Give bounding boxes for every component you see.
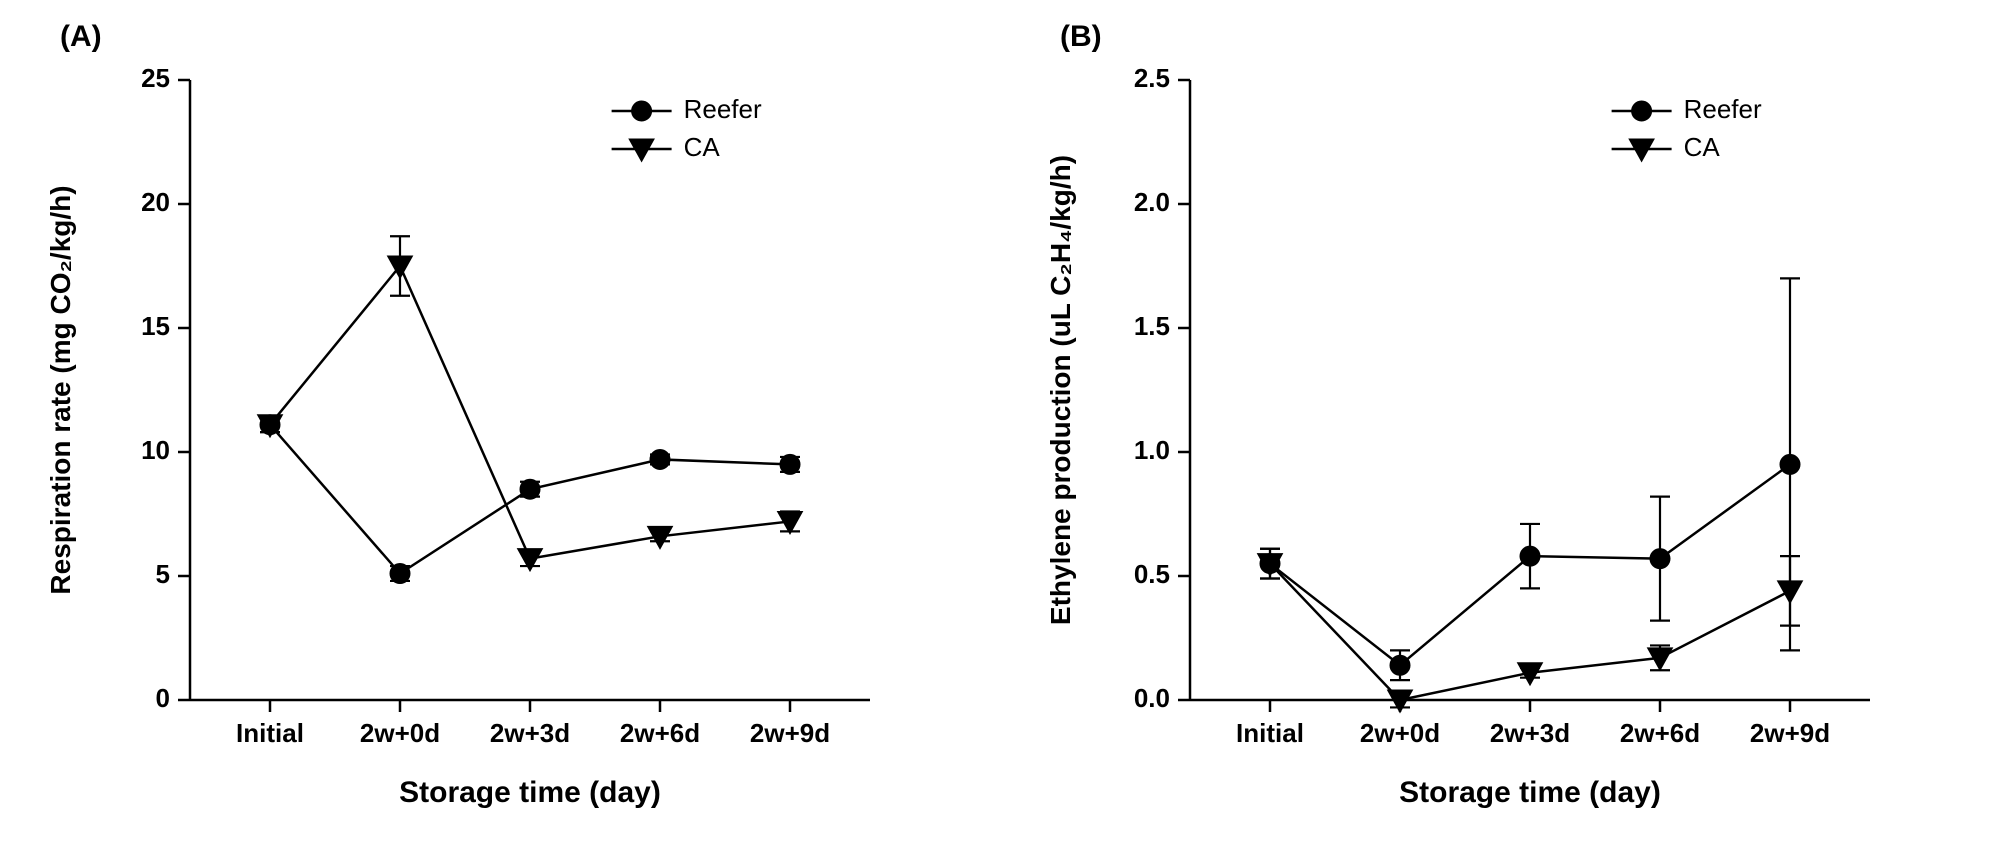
svg-text:Ethylene production (uL C₂H₄/k: Ethylene production (uL C₂H₄/kg/h) <box>1045 155 1076 625</box>
figure: (A) 0510152025Initial2w+0d2w+3d2w+6d2w+9… <box>0 0 2000 863</box>
svg-text:2w+3d: 2w+3d <box>1490 718 1570 748</box>
svg-text:0.0: 0.0 <box>1134 683 1170 713</box>
panel-B: (B) 0.00.51.01.52.02.5Initial2w+0d2w+3d2… <box>1000 0 2000 863</box>
svg-text:1.5: 1.5 <box>1134 311 1170 341</box>
svg-text:CA: CA <box>684 132 721 162</box>
svg-text:2w+0d: 2w+0d <box>1360 718 1440 748</box>
svg-text:10: 10 <box>141 435 170 465</box>
svg-text:CA: CA <box>1684 132 1721 162</box>
svg-text:15: 15 <box>141 311 170 341</box>
svg-text:Storage time (day): Storage time (day) <box>399 776 661 809</box>
svg-text:2w+6d: 2w+6d <box>620 718 700 748</box>
svg-text:5: 5 <box>156 559 170 589</box>
panel-A: (A) 0510152025Initial2w+0d2w+3d2w+6d2w+9… <box>0 0 1000 863</box>
svg-text:20: 20 <box>141 187 170 217</box>
svg-text:2w+9d: 2w+9d <box>1750 718 1830 748</box>
svg-text:2w+9d: 2w+9d <box>750 718 830 748</box>
chart-A: 0 5 10 15 20 25 Initial 2w+0d 2w+3d 2w+6d 2w+9d Sto… <box>0 0 1000 863</box>
svg-text:1.0: 1.0 <box>1134 435 1170 465</box>
svg-text:Initial: Initial <box>236 718 304 748</box>
svg-text:Respiration rate (mg CO₂/kg/h): Respiration rate (mg CO₂/kg/h) <box>45 185 76 594</box>
svg-text:0: 0 <box>156 683 170 713</box>
svg-text:Storage time (day): Storage time (day) <box>1399 776 1661 809</box>
svg-text:Initial: Initial <box>1236 718 1304 748</box>
svg-text:Reefer: Reefer <box>1684 94 1762 124</box>
svg-text:2.0: 2.0 <box>1134 187 1170 217</box>
svg-text:25: 25 <box>141 63 170 93</box>
chart-B: 0.0 0.5 1.0 1.5 2.0 2.5 Initial 2w+0d 2w+3d 2w+6d… <box>1000 0 2000 863</box>
svg-text:0.5: 0.5 <box>1134 559 1170 589</box>
svg-text:2.5: 2.5 <box>1134 63 1170 93</box>
svg-text:2w+0d: 2w+0d <box>360 718 440 748</box>
svg-text:2w+6d: 2w+6d <box>1620 718 1700 748</box>
svg-text:2w+3d: 2w+3d <box>490 718 570 748</box>
svg-text:Reefer: Reefer <box>684 94 762 124</box>
